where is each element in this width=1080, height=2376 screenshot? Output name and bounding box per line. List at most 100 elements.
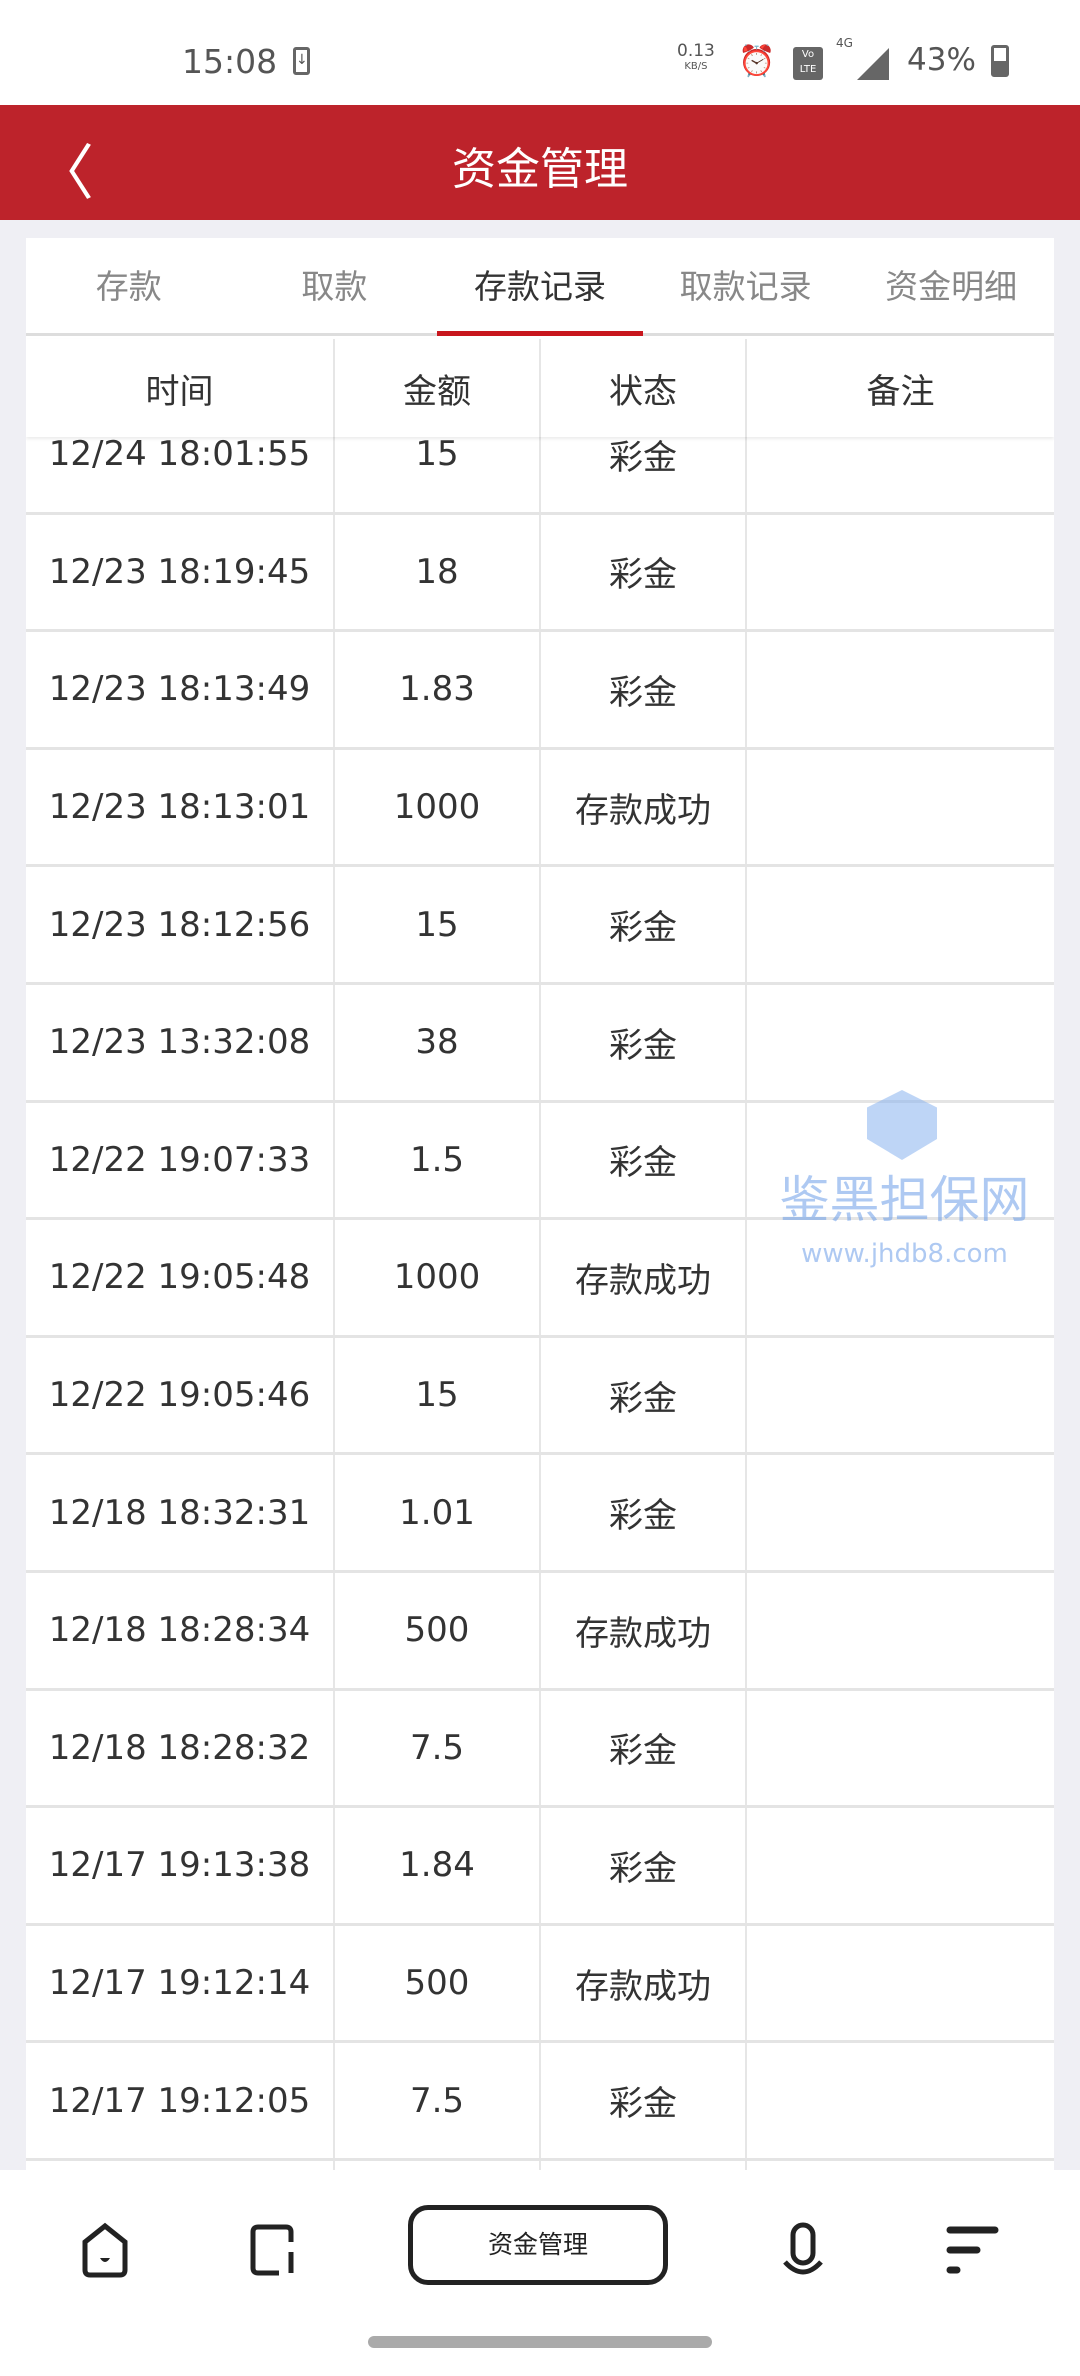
- table-row[interactable]: 12/17 19:12:14 500 存款成功: [26, 1925, 1054, 2044]
- amount-cell: 1.01: [335, 1455, 541, 1570]
- table-row[interactable]: 12/23 13:32:08 38 彩金: [26, 984, 1054, 1103]
- table-row[interactable]: 12/23 18:13:49 1.83 彩金: [26, 632, 1054, 750]
- time-cell: 12/22 19:05:48: [26, 1220, 335, 1335]
- amount-cell: 15: [335, 437, 541, 512]
- status-cell: [541, 2160, 747, 2170]
- note-cell: [747, 985, 1054, 1100]
- status-cell: 彩金: [541, 1455, 747, 1570]
- battery-icon: [991, 45, 1009, 77]
- note-cell: [747, 632, 1054, 747]
- records-table-body[interactable]: 12/24 18:01:55 15 彩金 12/23 18:19:45 18 彩金 12/2…: [26, 437, 1054, 2170]
- table-row[interactable]: 12/18 18:32:31 1.01 彩金: [26, 1455, 1054, 1573]
- status-cell: 彩金: [541, 437, 747, 512]
- column-header: 金额: [335, 339, 541, 437]
- home-icon[interactable]: [75, 2220, 135, 2280]
- tab-0[interactable]: 存款: [95, 267, 162, 306]
- amount-cell: 7.5: [335, 2043, 541, 2158]
- bottom-nav: 资金管理: [0, 2170, 1080, 2376]
- amount-cell: 500: [335, 1572, 541, 1688]
- table-row[interactable]: 12/23 18:13:01 1000 存款成功: [26, 749, 1054, 868]
- table-row[interactable]: 12/22 19:07:33 1.5 彩金: [26, 1102, 1054, 1221]
- amount-cell: 38: [335, 984, 541, 1100]
- tab-4[interactable]: 资金明细: [885, 267, 1018, 306]
- note-cell: [747, 1220, 1054, 1335]
- funds-management-button[interactable]: 资金管理: [408, 2205, 668, 2285]
- table-row[interactable]: 12/22 19:05:48 1000 存款成功: [26, 1220, 1054, 1338]
- note-cell: [747, 515, 1054, 630]
- amount-cell: 7.5: [335, 1690, 541, 1806]
- time-cell: 12/18 18:32:31: [26, 1455, 335, 1570]
- tab-bar: 存款 取款 存款记录 取款记录 资金明细: [26, 238, 1054, 336]
- note-cell: [747, 2043, 1054, 2158]
- time-cell: 12/24 18:01:55: [26, 437, 335, 512]
- status-cell: 彩金: [541, 632, 747, 747]
- amount-cell: 1000: [335, 749, 541, 865]
- home-indicator[interactable]: [368, 2336, 712, 2348]
- network-speed: 0.13 KB/S: [677, 41, 715, 74]
- volte-icon: Vo LTE: [793, 47, 823, 80]
- table-row[interactable]: 12/23 18:19:45 18 彩金: [26, 514, 1054, 633]
- status-cell: 彩金: [541, 1337, 747, 1453]
- column-header: 备注: [866, 371, 935, 412]
- status-cell: 彩金: [541, 2043, 747, 2158]
- time-cell: 12/23 18:12:56: [26, 867, 335, 982]
- tab-3[interactable]: 取款记录: [679, 267, 812, 306]
- note-cell: [747, 867, 1054, 982]
- status-cell: 彩金: [541, 1102, 747, 1218]
- status-cell: 存款成功: [541, 1572, 747, 1688]
- net-speed-value: 0.13: [677, 41, 715, 61]
- note-cell: [747, 1808, 1054, 1923]
- time-cell: 12/17 19:12:14: [26, 1925, 335, 2041]
- time-cell: [26, 2160, 335, 2170]
- status-cell: 存款成功: [541, 1925, 747, 2041]
- amount-cell: [335, 2160, 541, 2170]
- table-row[interactable]: 12/18 18:28:34 500 存款成功: [26, 1572, 1054, 1691]
- signal-icon: [857, 48, 889, 80]
- table-header: 时间 金额 状态 备注: [26, 339, 1054, 437]
- table-row[interactable]: [26, 2160, 1054, 2170]
- menu-icon[interactable]: [945, 2220, 1005, 2280]
- table-row[interactable]: 12/23 18:12:56 15 彩金: [26, 867, 1054, 985]
- net-speed-unit: KB/S: [684, 61, 708, 72]
- alarm-icon: ⏰: [738, 44, 776, 79]
- note-cell: [747, 750, 1054, 865]
- table-row[interactable]: 12/17 19:13:38 1.84 彩金: [26, 1808, 1054, 1926]
- table-row[interactable]: 12/24 18:01:55 15 彩金: [26, 437, 1054, 515]
- time-cell: 12/18 18:28:32: [26, 1690, 335, 1806]
- status-bar: 15:08 ↓ 0.13 KB/S ⏰ Vo LTE 4G 43%: [0, 0, 1080, 105]
- chevron-left-icon: 〈: [34, 139, 94, 209]
- status-cell: 彩金: [541, 867, 747, 982]
- status-cell: 存款成功: [541, 1220, 747, 1335]
- tab-2[interactable]: 存款记录: [437, 238, 643, 336]
- time-cell: 12/17 19:12:05: [26, 2043, 335, 2158]
- table-row[interactable]: 12/22 19:05:46 15 彩金: [26, 1337, 1054, 1456]
- page-title: 资金管理: [452, 144, 628, 195]
- note-cell: [747, 1338, 1054, 1453]
- download-icon: ↓: [293, 47, 310, 75]
- tabs-icon[interactable]: [243, 2220, 303, 2280]
- time-cell: 12/22 19:05:46: [26, 1337, 335, 1453]
- column-header: 时间: [26, 339, 335, 437]
- signal-type: 4G: [836, 36, 853, 50]
- amount-cell: 1.5: [335, 1102, 541, 1218]
- table-row[interactable]: 12/18 18:28:32 7.5 彩金: [26, 1690, 1054, 1809]
- time-cell: 12/18 18:28:34: [26, 1572, 335, 1688]
- amount-cell: 1000: [335, 1220, 541, 1335]
- status-time: 15:08: [182, 42, 278, 81]
- amount-cell: 1.84: [335, 1808, 541, 1923]
- microphone-icon[interactable]: [773, 2220, 833, 2280]
- status-cell: 彩金: [541, 1690, 747, 1806]
- battery-percent: 43%: [907, 42, 976, 78]
- amount-cell: 15: [335, 1337, 541, 1453]
- note-cell: [747, 1455, 1054, 1570]
- table-row[interactable]: 12/17 19:12:05 7.5 彩金: [26, 2043, 1054, 2161]
- note-cell: [747, 1573, 1054, 1688]
- status-cell: 彩金: [541, 1808, 747, 1923]
- note-cell: [747, 1691, 1054, 1806]
- amount-cell: 18: [335, 514, 541, 630]
- back-button[interactable]: 〈: [34, 125, 94, 212]
- time-cell: 12/22 19:07:33: [26, 1102, 335, 1218]
- tab-1[interactable]: 取款: [301, 267, 368, 306]
- amount-cell: 15: [335, 867, 541, 982]
- records-card: 存款 取款 存款记录 取款记录 资金明细 时间 金额 状态 备注 12/24 18:01:55…: [26, 238, 1054, 2170]
